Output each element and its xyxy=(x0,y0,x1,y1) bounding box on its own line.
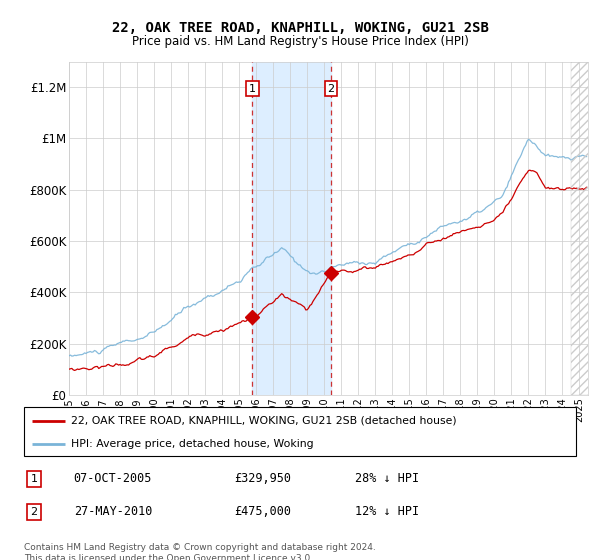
Text: Contains HM Land Registry data © Crown copyright and database right 2024.
This d: Contains HM Land Registry data © Crown c… xyxy=(24,543,376,560)
Text: HPI: Average price, detached house, Woking: HPI: Average price, detached house, Woki… xyxy=(71,439,314,449)
Text: 22, OAK TREE ROAD, KNAPHILL, WOKING, GU21 2SB (detached house): 22, OAK TREE ROAD, KNAPHILL, WOKING, GU2… xyxy=(71,416,457,426)
Text: £329,950: £329,950 xyxy=(234,472,291,485)
Text: 28% ↓ HPI: 28% ↓ HPI xyxy=(355,472,419,485)
Text: 07-OCT-2005: 07-OCT-2005 xyxy=(74,472,152,485)
Text: 12% ↓ HPI: 12% ↓ HPI xyxy=(355,505,419,518)
FancyBboxPatch shape xyxy=(24,407,576,456)
Text: 1: 1 xyxy=(31,474,37,484)
Text: 2: 2 xyxy=(31,507,37,517)
Text: 22, OAK TREE ROAD, KNAPHILL, WOKING, GU21 2SB: 22, OAK TREE ROAD, KNAPHILL, WOKING, GU2… xyxy=(112,21,488,35)
Text: £475,000: £475,000 xyxy=(234,505,291,518)
Text: 2: 2 xyxy=(328,83,335,94)
Text: Price paid vs. HM Land Registry's House Price Index (HPI): Price paid vs. HM Land Registry's House … xyxy=(131,35,469,48)
Text: 1: 1 xyxy=(249,83,256,94)
Text: 27-MAY-2010: 27-MAY-2010 xyxy=(74,505,152,518)
Bar xyxy=(252,62,331,395)
